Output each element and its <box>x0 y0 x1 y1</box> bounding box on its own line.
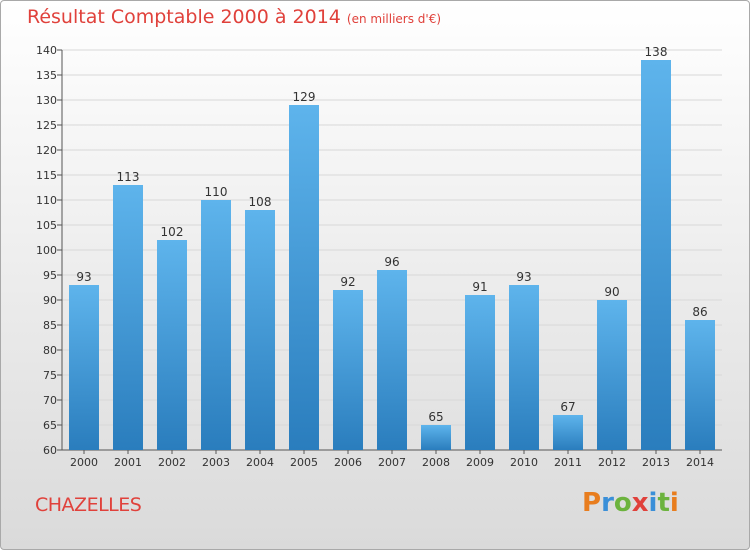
chart-title: Résultat Comptable 2000 à 2014 (en millie… <box>27 6 441 28</box>
data-label: 86 <box>692 305 707 319</box>
data-label: 138 <box>645 45 668 59</box>
bar-2008 <box>421 425 451 450</box>
x-tick-label: 2003 <box>202 456 230 469</box>
x-tick-label: 2004 <box>246 456 274 469</box>
bar-2005 <box>289 105 319 450</box>
y-tick-label: 80 <box>43 344 57 357</box>
y-tick-label: 120 <box>36 144 57 157</box>
y-tick-label: 65 <box>43 419 57 432</box>
chart-subtitle: (en milliers d'€) <box>346 12 442 26</box>
y-tick-label: 100 <box>36 244 57 257</box>
bar-2000 <box>69 285 99 450</box>
y-tick-label: 95 <box>43 269 57 282</box>
x-tick-label: 2001 <box>114 456 142 469</box>
data-label: 90 <box>604 285 619 299</box>
data-label: 110 <box>205 185 228 199</box>
bar-2006 <box>333 290 363 450</box>
y-tick-label: 135 <box>36 69 57 82</box>
data-label: 93 <box>516 270 531 284</box>
x-tick-label: 2014 <box>686 456 714 469</box>
y-tick-label: 60 <box>43 444 57 457</box>
bar-2004 <box>245 210 275 450</box>
bar-2013 <box>641 60 671 450</box>
bar-2009 <box>465 295 495 450</box>
y-tick-label: 90 <box>43 294 57 307</box>
logo-letter: i <box>669 488 679 518</box>
y-tick-label: 140 <box>36 44 57 57</box>
data-label: 96 <box>384 255 399 269</box>
data-label: 93 <box>76 270 91 284</box>
bar-2007 <box>377 270 407 450</box>
y-tick-label: 130 <box>36 94 57 107</box>
bar-2002 <box>157 240 187 450</box>
chart-title-text: Résultat Comptable 2000 à 2014 <box>27 6 341 28</box>
x-tick-label: 2007 <box>378 456 406 469</box>
bar-2012 <box>597 300 627 450</box>
y-tick-label: 85 <box>43 319 57 332</box>
y-tick-label: 115 <box>36 169 57 182</box>
y-tick-label: 125 <box>36 119 57 132</box>
x-tick-label: 2008 <box>422 456 450 469</box>
data-label: 102 <box>161 225 184 239</box>
y-tick-label: 105 <box>36 219 57 232</box>
data-label: 65 <box>428 410 443 424</box>
x-tick-label: 2005 <box>290 456 318 469</box>
x-tick-label: 2009 <box>466 456 494 469</box>
y-tick-label: 75 <box>43 369 57 382</box>
x-tick-label: 2006 <box>334 456 362 469</box>
commune-name: CHAZELLES <box>35 494 142 516</box>
bar-2001 <box>113 185 143 450</box>
x-tick-label: 2000 <box>70 456 98 469</box>
logo-letter: r <box>601 488 614 518</box>
x-tick-label: 2010 <box>510 456 538 469</box>
data-label: 108 <box>249 195 272 209</box>
data-label: 91 <box>472 280 487 294</box>
logo-letter: x <box>631 488 649 518</box>
logo-letter: P <box>582 488 602 518</box>
data-label: 67 <box>560 400 575 414</box>
y-tick-label: 70 <box>43 394 57 407</box>
x-tick-label: 2013 <box>642 456 670 469</box>
x-tick-label: 2002 <box>158 456 186 469</box>
bar-2010 <box>509 285 539 450</box>
bar-2011 <box>553 415 583 450</box>
y-tick-label: 110 <box>36 194 57 207</box>
logo-letter: o <box>613 488 632 518</box>
proxiti-logo: Proxiti <box>582 488 679 518</box>
data-label: 92 <box>340 275 355 289</box>
logo-letter: i <box>648 488 658 518</box>
data-label: 113 <box>117 170 140 184</box>
x-tick-label: 2012 <box>598 456 626 469</box>
x-tick-label: 2011 <box>554 456 582 469</box>
logo-letter: t <box>657 488 670 518</box>
data-label: 129 <box>293 90 316 104</box>
bar-2003 <box>201 200 231 450</box>
bar-2014 <box>685 320 715 450</box>
